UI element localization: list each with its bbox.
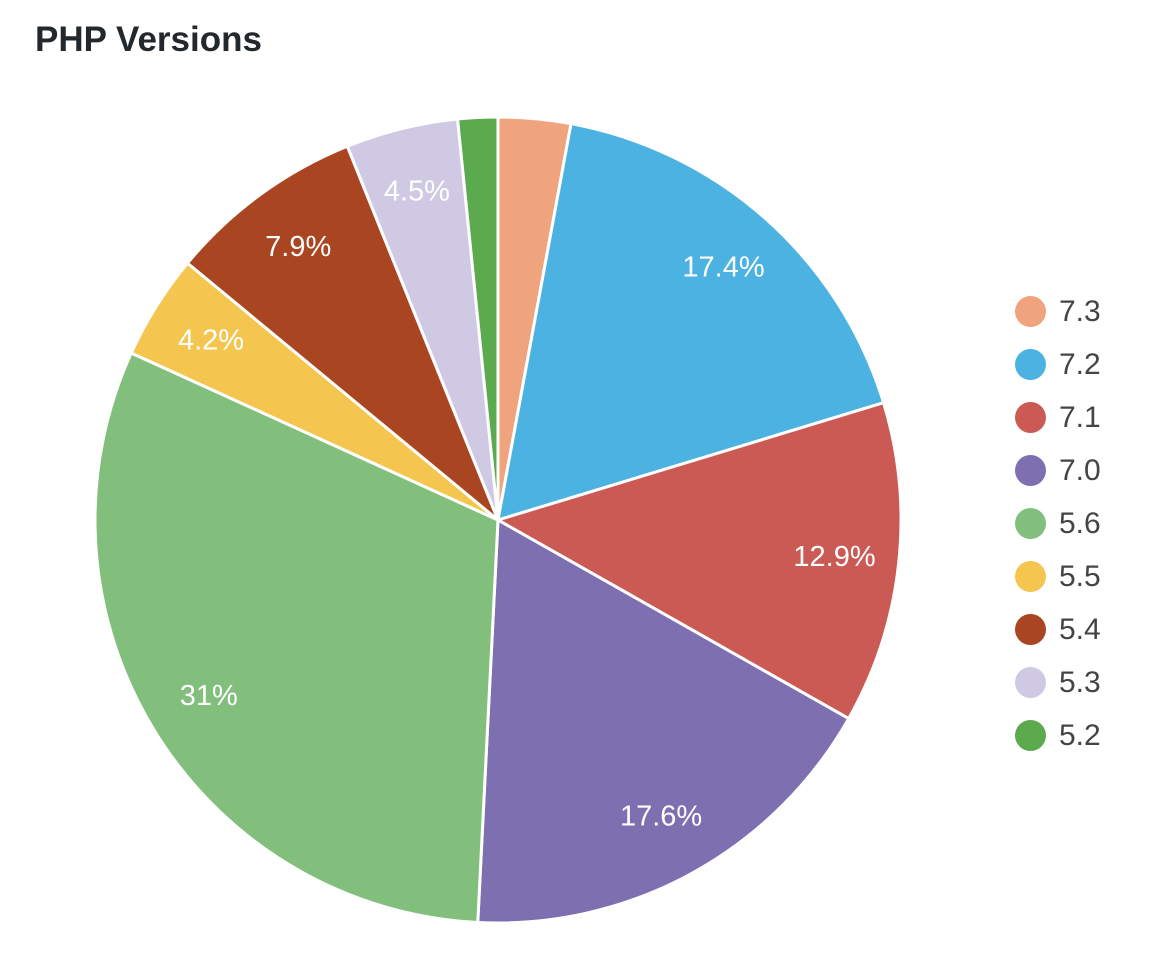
legend-item-php-5-4[interactable]: 5.4 xyxy=(1015,614,1101,645)
slice-label-5-3: 4.5% xyxy=(384,175,450,207)
legend-item-php-5-5[interactable]: 5.5 xyxy=(1015,561,1101,592)
slice-label-5-6: 31% xyxy=(180,680,238,712)
pie-slice-7-1[interactable] xyxy=(496,401,903,721)
legend-item-php-7-3[interactable]: 7.3 xyxy=(1015,296,1101,327)
slice-label-7-2: 17.4% xyxy=(682,252,764,284)
slice-label-7-0: 17.6% xyxy=(620,801,702,833)
chart-legend: 7.3 7.2 7.1 7.0 5.6 5.5 5.4 5.3 5.2 xyxy=(1015,296,1101,751)
legend-item-label: 5.5 xyxy=(1059,559,1101,593)
legend-color-swatch xyxy=(1015,667,1046,698)
legend-item-php-7-0[interactable]: 7.0 xyxy=(1015,455,1101,486)
legend-color-swatch xyxy=(1015,455,1046,486)
legend-item-php-5-3[interactable]: 5.3 xyxy=(1015,667,1101,698)
legend-item-label: 7.3 xyxy=(1059,294,1101,328)
legend-item-label: 7.1 xyxy=(1059,400,1101,434)
pie-slice-7-2[interactable] xyxy=(496,122,886,522)
legend-item-label: 5.3 xyxy=(1059,665,1101,699)
legend-item-label: 5.4 xyxy=(1059,612,1101,646)
pie-slice-5-6[interactable] xyxy=(93,351,500,924)
legend-item-php-5-6[interactable]: 5.6 xyxy=(1015,508,1101,539)
legend-item-php-7-1[interactable]: 7.1 xyxy=(1015,402,1101,433)
chart-title: PHP Versions xyxy=(35,20,262,59)
pie-slice-7-0[interactable] xyxy=(476,518,851,925)
legend-item-php-5-2[interactable]: 5.2 xyxy=(1015,720,1101,751)
legend-item-label: 7.0 xyxy=(1059,453,1101,487)
pie-slice-5-4[interactable] xyxy=(185,144,500,522)
legend-item-label: 7.2 xyxy=(1059,347,1101,381)
legend-color-swatch xyxy=(1015,349,1046,380)
legend-color-swatch xyxy=(1015,508,1046,539)
legend-color-swatch xyxy=(1015,720,1046,751)
legend-color-swatch xyxy=(1015,296,1046,327)
legend-item-php-7-2[interactable]: 7.2 xyxy=(1015,349,1101,380)
slice-label-5-4: 7.9% xyxy=(265,231,331,263)
pie-slice-5-2[interactable] xyxy=(456,115,500,522)
slice-label-5-5: 4.2% xyxy=(178,324,244,356)
legend-color-swatch xyxy=(1015,402,1046,433)
legend-color-swatch xyxy=(1015,614,1046,645)
legend-item-label: 5.6 xyxy=(1059,506,1101,540)
legend-item-label: 5.2 xyxy=(1059,718,1101,752)
slice-label-7-1: 12.9% xyxy=(793,541,875,573)
legend-color-swatch xyxy=(1015,561,1046,592)
